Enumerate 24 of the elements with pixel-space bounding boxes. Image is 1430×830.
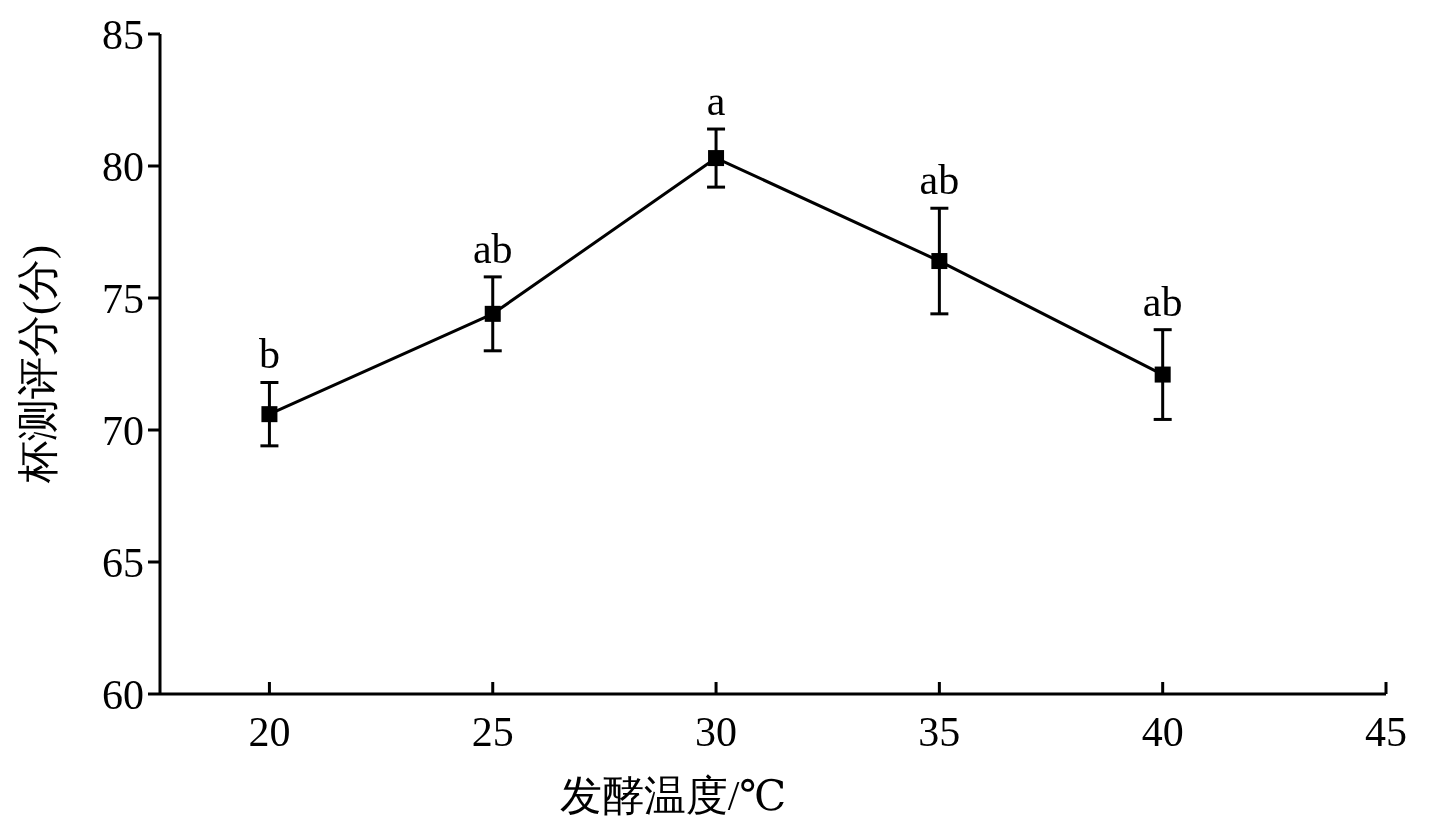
x-tick-label: 35 xyxy=(918,709,961,755)
point xyxy=(261,406,278,423)
x-tick-label: 45 xyxy=(1365,709,1407,755)
x-tick-label: 25 xyxy=(471,709,514,755)
annotation: b xyxy=(258,331,280,378)
y-tick-label: 60 xyxy=(102,671,144,718)
point xyxy=(1154,366,1171,383)
annotation: a xyxy=(706,78,726,125)
x-tick-label: 20 xyxy=(248,709,291,755)
point xyxy=(708,150,725,167)
y-tick-label: 85 xyxy=(102,11,144,58)
y-tick-label: 65 xyxy=(102,539,144,586)
y-tick-label: 75 xyxy=(102,275,144,322)
point xyxy=(484,305,501,322)
point xyxy=(931,253,948,270)
x-tick-label: 30 xyxy=(695,709,738,755)
y-tick-label: 70 xyxy=(102,407,144,454)
x-axis-title: 发酵温度/℃ xyxy=(559,773,787,819)
y-tick-label: 80 xyxy=(102,143,144,190)
y-axis-title: 杯测评分(分) xyxy=(15,245,62,484)
x-tick-label: 40 xyxy=(1141,709,1184,755)
annotation: ab xyxy=(472,225,513,272)
annotation: ab xyxy=(919,157,960,204)
annotation: ab xyxy=(1142,278,1183,325)
